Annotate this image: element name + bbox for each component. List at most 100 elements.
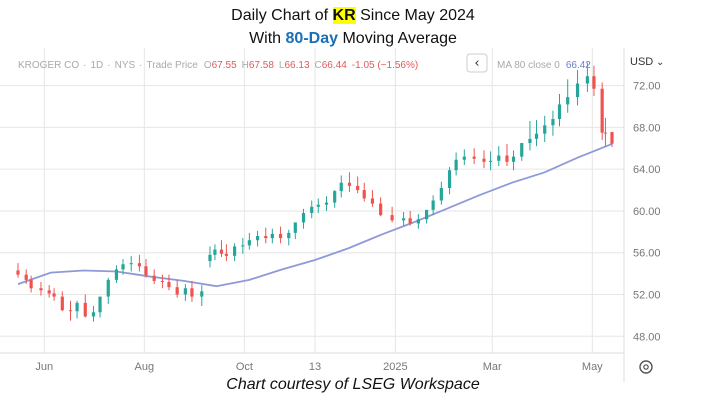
candle-body [424, 209, 429, 220]
candle [379, 197, 383, 217]
candle [566, 79, 570, 113]
candle [534, 120, 539, 147]
candle-body [98, 296, 102, 313]
candle [339, 175, 343, 198]
candle [310, 200, 314, 219]
legend-close: 66.44 [322, 60, 347, 71]
legend-high: 67.58 [249, 60, 274, 71]
candle [408, 210, 412, 226]
candle-body [278, 233, 283, 239]
candle-body [482, 158, 486, 162]
candle-body [183, 288, 187, 295]
subtitle-prefix: With [249, 30, 286, 47]
candle [416, 214, 420, 229]
settings-button[interactable] [639, 360, 653, 374]
legend-symbol: KROGER CO [18, 60, 79, 71]
candle [29, 275, 33, 293]
candle [333, 190, 337, 208]
candle-body [520, 143, 524, 157]
candle-body [270, 233, 274, 239]
candle [390, 206, 394, 223]
candle [424, 209, 429, 224]
candle-body [52, 293, 56, 297]
legend-open-label: O [204, 60, 212, 71]
legend-collapse-box[interactable] [466, 53, 488, 73]
candle-body [255, 236, 260, 241]
y-tick-label: 52.00 [633, 290, 661, 302]
candle-body [505, 155, 509, 162]
candle-body [497, 155, 501, 161]
x-axis-ticks: Jun Aug Oct 13 2025 Mar May [35, 361, 603, 373]
candle [52, 288, 56, 301]
candle [482, 150, 486, 169]
candle-body [175, 287, 179, 295]
candle-body [324, 202, 329, 205]
candle-body [402, 218, 406, 221]
candle-body [160, 280, 164, 282]
candle [316, 198, 320, 214]
candle [137, 254, 142, 272]
price-chart[interactable]: 48.00 52.00 56.00 60.00 64.00 68.00 72.00 Jun A… [0, 48, 706, 382]
candle-body [24, 274, 28, 280]
y-axis-ticks: 48.00 52.00 56.00 60.00 64.00 68.00 72.00 [633, 81, 661, 344]
candle-body [551, 119, 555, 126]
candle-body [416, 219, 420, 224]
candle [47, 285, 51, 298]
candle [60, 291, 64, 312]
candle-body [213, 249, 217, 255]
chart-credit: Chart courtesy of LSEG Workspace [226, 376, 480, 393]
candle-body [200, 291, 204, 297]
candle-body [16, 270, 20, 275]
candle-body [301, 213, 306, 223]
x-tick-label: 2025 [383, 361, 407, 373]
candle [462, 149, 466, 165]
candle-body [575, 83, 580, 98]
candle-body [566, 97, 570, 105]
legend-close-label: C [315, 60, 322, 71]
candle [278, 226, 283, 244]
candle [167, 274, 171, 291]
legend-line: KROGER CO · 1D · NYS · Trade Price O67.55 H67.58… [18, 60, 418, 71]
candle [200, 285, 204, 306]
ma-period-label: 80-Day [285, 30, 339, 47]
candle [121, 258, 125, 275]
candle [241, 238, 245, 254]
candle-body [316, 204, 320, 207]
candle [497, 146, 501, 167]
legend-collapse-button[interactable]: ‹ [466, 53, 488, 73]
chart-legend: KROGER CO · 1D · NYS · Trade Price O67.55 H67.58… [18, 60, 418, 71]
candle-body [462, 156, 466, 160]
candle [324, 196, 329, 211]
candle [293, 222, 297, 240]
candle [98, 296, 102, 318]
candle [224, 244, 228, 262]
candle [24, 269, 28, 285]
chevron-left-icon[interactable]: ‹ [474, 56, 479, 71]
currency-selector[interactable]: USD ⌄ [630, 56, 664, 68]
candle [603, 117, 608, 147]
candle [362, 182, 366, 202]
candle-body [83, 302, 87, 317]
chevron-down-icon[interactable]: ⌄ [656, 57, 664, 68]
candle [39, 281, 43, 296]
settings-icon[interactable] [639, 360, 653, 374]
candle-body [241, 245, 245, 247]
candle-body [152, 275, 156, 281]
candle-body [91, 312, 96, 317]
candle [370, 190, 375, 207]
legend-sep-1: · [83, 60, 86, 71]
x-tick-label: May [582, 361, 603, 373]
candle [505, 144, 509, 167]
candle-body [333, 191, 337, 203]
candle-body [310, 206, 314, 214]
candle [183, 284, 187, 301]
candle-body [390, 215, 394, 221]
legend-low-label: L [279, 60, 285, 71]
y-tick-label: 56.00 [633, 248, 661, 260]
candle-body [356, 185, 360, 191]
x-tick-label: Oct [236, 361, 253, 373]
candle-body [585, 76, 589, 84]
candle-body [219, 249, 224, 254]
legend-open: 67.55 [212, 60, 237, 71]
currency-label[interactable]: USD [630, 56, 653, 68]
